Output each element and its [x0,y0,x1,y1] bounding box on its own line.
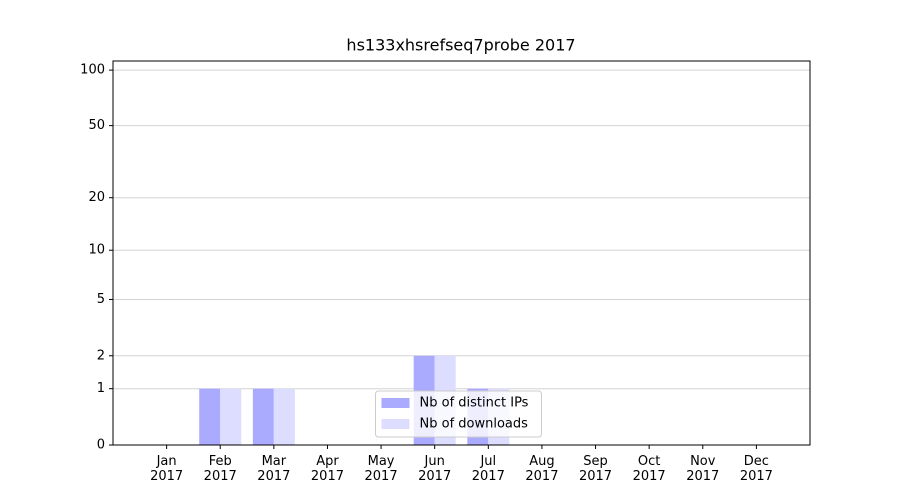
legend-label: Nb of distinct IPs [420,396,529,411]
x-tick-label: Feb 2017 [203,454,237,484]
y-tick-label: 0 [97,438,105,453]
bar [273,388,295,445]
x-tick-label: Jun 2017 [418,454,452,484]
y-tick-label: 5 [97,292,105,307]
y-tick-label: 10 [88,243,105,258]
legend-box [375,390,542,438]
x-tick-label: Apr 2017 [310,454,344,484]
x-tick-label: May 2017 [364,454,398,484]
legend-swatch [381,419,410,429]
y-tick-label: 2 [97,348,105,363]
y-tick-label: 1 [97,381,105,396]
chart-title: hs133xhsrefseq7probe 2017 [346,36,575,55]
legend-label: Nb of downloads [420,417,529,432]
x-tick-label: Dec 2017 [739,454,773,484]
bar [252,388,274,445]
bar [220,388,242,445]
legend-swatch [381,398,410,408]
bar [199,388,221,445]
y-tick-label: 50 [88,118,105,133]
x-tick-label: Jul 2017 [471,454,505,484]
x-tick-label: Oct 2017 [632,454,666,484]
x-tick-label: Jan 2017 [150,454,184,484]
y-tick-label: 100 [80,63,105,78]
x-tick-label: Mar 2017 [257,454,291,484]
x-tick-label: Aug 2017 [525,454,559,484]
x-tick-label: Sep 2017 [578,454,613,484]
plot-frame [112,60,811,446]
x-tick-label: Nov 2017 [686,454,720,484]
y-tick-label: 20 [88,190,105,205]
